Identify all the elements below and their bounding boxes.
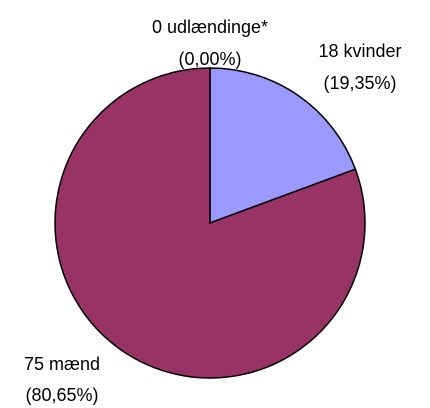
slice-label: 18 kvinder: [318, 41, 401, 61]
pie-slice: [209, 67, 357, 225]
slice-percent: (0,00%): [178, 49, 241, 69]
slice-percent: (80,65%): [25, 385, 98, 405]
pie-slice: [54, 67, 366, 379]
slice-percent: (19,35%): [323, 73, 396, 93]
slice-label: 75 mænd: [24, 354, 100, 374]
slice-label: 0 udlændinge*: [152, 17, 268, 37]
